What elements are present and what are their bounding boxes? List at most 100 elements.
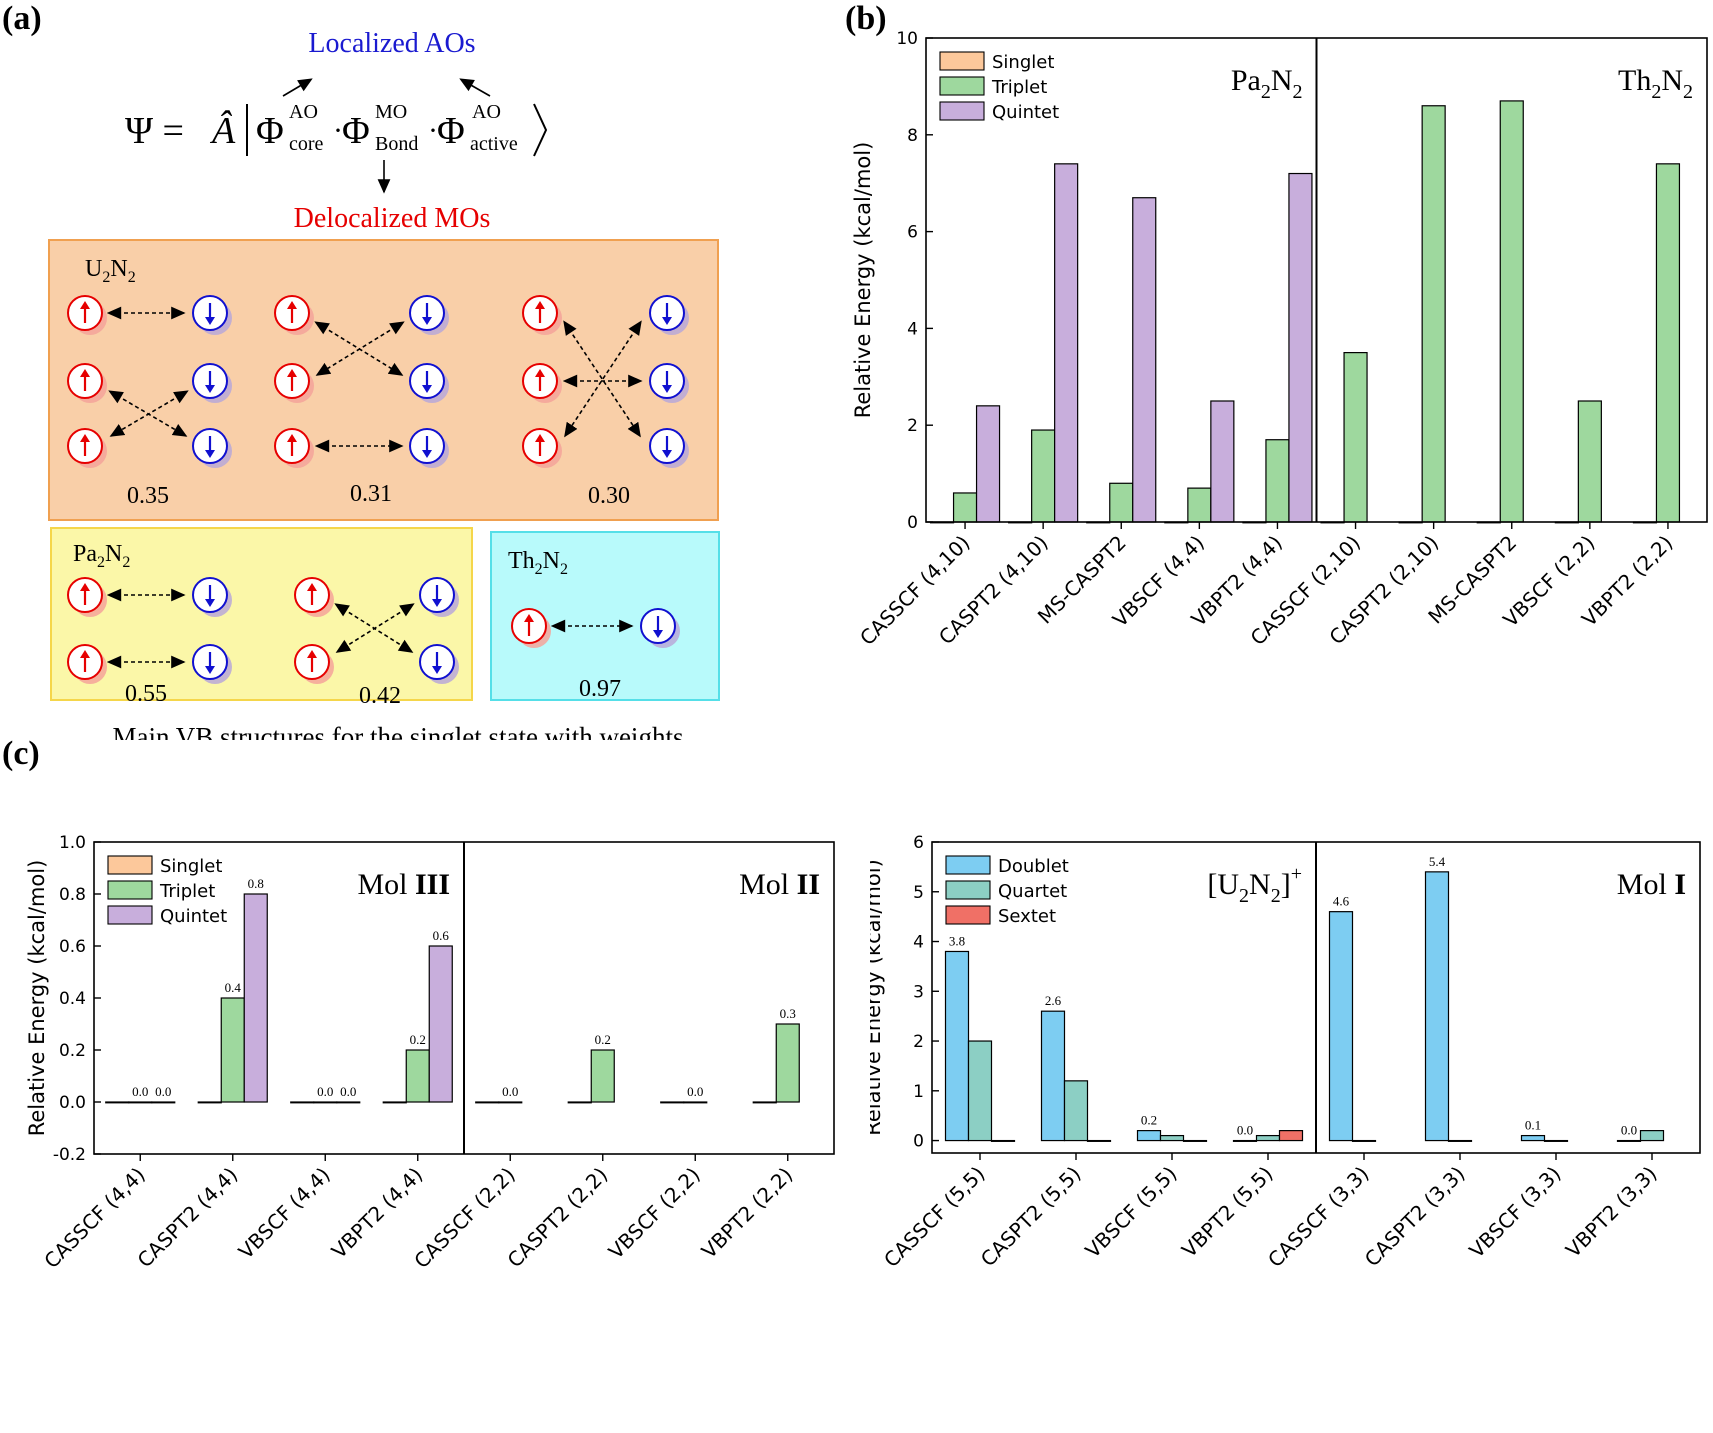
bar-triplet bbox=[498, 1101, 523, 1104]
spin-up-icon bbox=[67, 577, 107, 617]
y-axis-label: Relative Energy (kcal/mol) bbox=[851, 142, 875, 419]
bar-singlet bbox=[475, 1101, 500, 1104]
legend-swatch-singlet bbox=[939, 51, 985, 71]
y-tick-label: 6 bbox=[907, 223, 918, 243]
bar-triplet bbox=[1655, 163, 1681, 523]
svg-text:·: · bbox=[428, 114, 438, 147]
y-tick-label: 1 bbox=[913, 1082, 924, 1102]
x-tick-label: CASPT2 (5,5) bbox=[976, 1162, 1086, 1272]
x-tick-label: VBSCF (2,2) bbox=[604, 1163, 705, 1264]
arrow-to-active bbox=[459, 78, 491, 97]
pa2n2-weight-1: 0.55 bbox=[125, 681, 167, 707]
bar-triplet bbox=[590, 1049, 615, 1103]
th2n2-label: Th2N2 bbox=[508, 548, 568, 578]
legend-label: Quintet bbox=[160, 906, 227, 927]
data-label: 5.4 bbox=[1429, 854, 1446, 869]
data-label: 0.0 bbox=[687, 1084, 703, 1099]
data-label: 0.0 bbox=[132, 1084, 148, 1099]
legend-label: Quartet bbox=[998, 881, 1067, 902]
bar-triplet bbox=[952, 492, 978, 523]
y-tick-label: 2 bbox=[907, 416, 918, 436]
x-tick-label: CASSCF (3,3) bbox=[1263, 1162, 1374, 1273]
spin-down-icon bbox=[192, 577, 232, 617]
spin-down-icon bbox=[649, 363, 689, 403]
legend-label: Singlet bbox=[160, 856, 222, 877]
y-tick-label: 5 bbox=[913, 883, 924, 903]
data-label: 0.0 bbox=[502, 1084, 518, 1099]
spin-down-icon bbox=[409, 363, 449, 403]
section-title: Mol I bbox=[1617, 868, 1686, 901]
bar-triplet bbox=[405, 1049, 430, 1103]
data-label: 0.0 bbox=[1621, 1123, 1637, 1138]
spin-coupling-arrow bbox=[109, 390, 189, 437]
bar-quartet bbox=[1351, 1139, 1377, 1142]
spin-coupling-arrow bbox=[315, 321, 405, 376]
pa2n2-label: Pa2N2 bbox=[73, 541, 130, 571]
bar-quintet bbox=[975, 405, 1001, 523]
x-tick-label: VBSCF (4,4) bbox=[234, 1163, 335, 1264]
x-tick-label: VBPT2 (3,3) bbox=[1561, 1162, 1662, 1263]
bar-quintet bbox=[428, 945, 453, 1103]
bar-doublet bbox=[944, 950, 970, 1142]
data-label: 0.1 bbox=[1525, 1118, 1541, 1133]
x-tick-label: VBPT2 (5,5) bbox=[1177, 1162, 1278, 1263]
spin-down-icon bbox=[640, 608, 680, 648]
svg-text:AO: AO bbox=[289, 101, 318, 123]
data-label: 0.0 bbox=[155, 1084, 171, 1099]
panel-label-a: (a) bbox=[2, 0, 42, 37]
bar-quintet bbox=[243, 893, 268, 1103]
x-tick-label: VBSCF (5,5) bbox=[1080, 1162, 1181, 1263]
bar-singlet bbox=[382, 1101, 407, 1104]
chart-c-u2n2-mol-i: 3.8 2.6 0.2 0.0 4.6 5.4 0.1 0.0 0 1 2 3 4 5 6 CASSCF (5… bbox=[870, 833, 1701, 1273]
bar-doublet bbox=[1040, 1010, 1066, 1142]
data-label: 0.4 bbox=[225, 980, 242, 995]
x-tick-label: CASPT2 (3,3) bbox=[1360, 1162, 1470, 1272]
data-label: 0.0 bbox=[1237, 1123, 1253, 1138]
spin-up-icon bbox=[522, 363, 562, 403]
legend-swatch-sextet bbox=[945, 905, 991, 925]
wavefunction-equation: Ψ = Â Φ AO core · Φ MO Bond · Φ AO activ… bbox=[125, 101, 548, 157]
data-label: 3.8 bbox=[949, 933, 965, 948]
localized-aos-label: Localized AOs bbox=[308, 28, 475, 59]
bar-doublet bbox=[1424, 871, 1450, 1142]
spin-up-icon bbox=[67, 295, 107, 335]
bar-singlet bbox=[105, 1101, 130, 1104]
y-tick-label: 0.6 bbox=[59, 937, 86, 957]
bar-singlet bbox=[660, 1101, 685, 1104]
data-label: 0.8 bbox=[248, 876, 264, 891]
data-label: 0.2 bbox=[410, 1032, 426, 1047]
legend-label: Sextet bbox=[998, 906, 1056, 927]
data-label: 0.3 bbox=[780, 1006, 796, 1021]
section-title: Mol III bbox=[357, 868, 450, 901]
data-label: 0.2 bbox=[1141, 1113, 1157, 1128]
y-tick-label: 0.0 bbox=[59, 1093, 86, 1113]
bar-quartet bbox=[1543, 1139, 1569, 1142]
u2n2-weight-1: 0.35 bbox=[127, 483, 169, 509]
bar-singlet bbox=[567, 1101, 592, 1104]
bar-doublet bbox=[1136, 1130, 1162, 1142]
bar-quintet bbox=[151, 1101, 176, 1104]
y-axis-label: Relative Energy (kcal/mol) bbox=[870, 859, 885, 1136]
data-label: 0.0 bbox=[317, 1084, 333, 1099]
x-tick-label: VBPT2 (4,4) bbox=[327, 1163, 428, 1264]
legend-swatch-quartet bbox=[945, 880, 991, 900]
u2n2-box bbox=[48, 239, 719, 521]
spin-up-icon bbox=[294, 577, 334, 617]
spin-up-icon bbox=[274, 363, 314, 403]
y-tick-label: 0 bbox=[913, 1132, 924, 1152]
panel-label-c: (c) bbox=[2, 735, 40, 772]
bar-quintet bbox=[1132, 197, 1157, 523]
bar-triplet bbox=[1031, 429, 1056, 523]
bar-quintet bbox=[1210, 400, 1235, 523]
y-tick-label: 4 bbox=[913, 933, 924, 953]
bar-singlet bbox=[197, 1101, 222, 1104]
bar-singlet bbox=[752, 1101, 777, 1104]
bar-doublet bbox=[1328, 911, 1354, 1142]
bar-quintet bbox=[1288, 172, 1313, 523]
spin-down-icon bbox=[409, 295, 449, 335]
spin-up-icon bbox=[274, 295, 314, 335]
spin-up-icon bbox=[67, 428, 107, 468]
legend-label: Quintet bbox=[992, 102, 1059, 123]
spin-down-icon bbox=[419, 577, 459, 617]
u2n2-label: U2N2 bbox=[85, 256, 136, 286]
